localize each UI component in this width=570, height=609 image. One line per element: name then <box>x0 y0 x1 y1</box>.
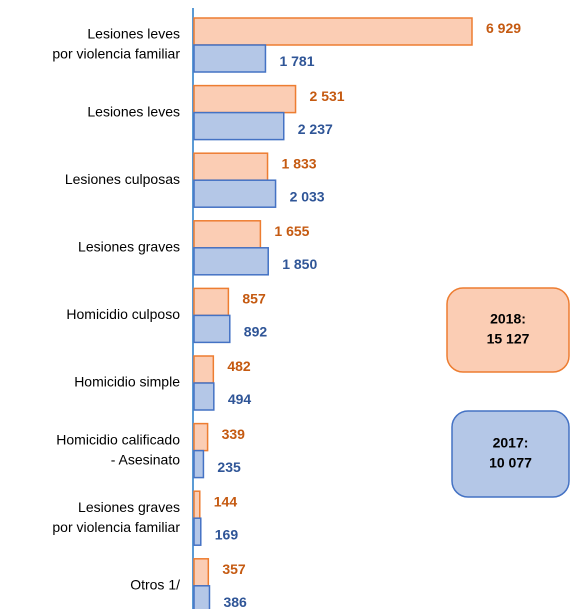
value-label: 235 <box>217 459 241 475</box>
bar <box>193 179 277 208</box>
value-label: 169 <box>215 526 239 542</box>
bar <box>193 490 201 519</box>
value-label: 6 929 <box>486 20 521 36</box>
value-label: 482 <box>227 358 251 374</box>
total-text: 10 077 <box>489 455 532 471</box>
total-box <box>451 410 570 498</box>
value-label: 144 <box>214 493 238 509</box>
category-label: - Asesinato <box>111 451 180 467</box>
bar <box>193 422 209 452</box>
bar <box>193 111 285 141</box>
bar <box>193 355 215 384</box>
category-label: Lesiones graves <box>78 239 180 255</box>
category-label: Homicidio calificado <box>56 431 180 447</box>
value-label: 357 <box>222 561 246 577</box>
bar <box>193 44 267 73</box>
category-label: Lesiones leves <box>87 103 180 119</box>
bar <box>193 314 231 344</box>
value-label: 2 237 <box>298 121 333 137</box>
value-label: 494 <box>228 391 252 407</box>
value-label: 2 033 <box>290 188 325 204</box>
bar <box>193 247 269 276</box>
bar <box>193 220 262 249</box>
bar <box>193 585 211 609</box>
category-label: Homicidio culposo <box>66 306 180 322</box>
bar <box>193 382 215 411</box>
bar <box>193 152 269 181</box>
bar <box>193 17 473 46</box>
bar <box>193 558 210 587</box>
value-label: 1 833 <box>282 155 317 171</box>
value-label: 339 <box>222 426 246 442</box>
total-box <box>446 287 570 373</box>
category-label: por violencia familiar <box>52 519 180 535</box>
total-text: 15 127 <box>487 331 530 347</box>
bar <box>193 287 230 317</box>
value-label: 857 <box>242 291 266 307</box>
bar <box>193 84 297 114</box>
value-label: 1 655 <box>274 223 309 239</box>
category-label: Lesiones culposas <box>65 171 180 187</box>
category-label: por violencia familiar <box>52 46 180 62</box>
total-text: 2018: <box>490 311 526 327</box>
value-label: 1 781 <box>279 53 314 69</box>
value-label: 2 531 <box>310 88 345 104</box>
value-label: 892 <box>244 324 268 340</box>
bar <box>193 449 205 479</box>
category-label: Lesiones leves <box>87 26 180 42</box>
value-label: 386 <box>223 594 247 609</box>
category-label: Otros 1/ <box>130 577 180 593</box>
total-text: 2017: <box>493 435 529 451</box>
category-label: Homicidio simple <box>74 374 180 390</box>
category-label: Lesiones graves <box>78 499 180 515</box>
value-label: 1 850 <box>282 256 317 272</box>
bar <box>193 517 202 546</box>
